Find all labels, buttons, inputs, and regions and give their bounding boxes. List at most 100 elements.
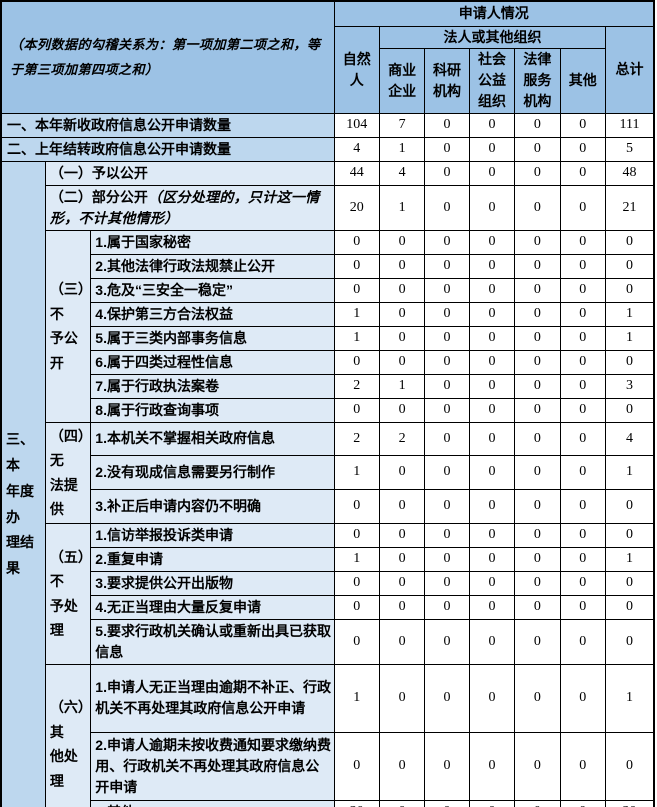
value-cell: 44: [333, 160, 380, 186]
value-cell: 0: [514, 570, 561, 596]
value-cell: 4: [604, 421, 655, 457]
value-cell: 0: [468, 160, 516, 186]
value-cell: 0: [468, 421, 516, 457]
value-cell: 0: [468, 112, 516, 138]
value-cell: 0: [378, 488, 426, 524]
row-label-enforcement-files: 7.属于行政执法案卷: [90, 373, 335, 399]
col-header-total: 总计: [604, 25, 655, 114]
value-cell: 0: [559, 594, 606, 620]
row-label-process-info: 6.属于四类过程性信息: [90, 349, 335, 375]
value-cell: 0: [468, 253, 516, 279]
value-cell: 1: [333, 546, 380, 572]
value-cell: 1: [333, 663, 380, 733]
value-cell: 0: [514, 799, 561, 807]
value-cell: 0: [424, 522, 470, 548]
value-cell: 0: [424, 253, 470, 279]
value-cell: 0: [514, 136, 561, 162]
value-cell: 4: [333, 136, 380, 162]
value-cell: 111: [604, 112, 655, 138]
value-cell: 0: [424, 112, 470, 138]
table-row: 3.补正后申请内容仍不明确 0 0 0 0 0 0 0: [1, 488, 655, 524]
value-cell: 0: [514, 522, 561, 548]
value-cell: 0: [559, 397, 606, 423]
col-header-research: 科研 机构: [424, 47, 470, 114]
value-cell: 0: [514, 253, 561, 279]
value-cell: 1: [378, 136, 426, 162]
value-cell: 0: [468, 184, 516, 231]
value-cell: 7: [378, 112, 426, 138]
row-label-other: 3.其他: [90, 799, 335, 807]
value-cell: 0: [559, 522, 606, 548]
value-cell: 1: [378, 373, 426, 399]
value-cell: 0: [559, 570, 606, 596]
row-label-state-secret: 1.属于国家秘密: [90, 229, 335, 255]
value-cell: 0: [514, 455, 561, 490]
value-cell: 0: [559, 349, 606, 375]
table-row: 3.危及“三安全一稳定” 0 0 0 0 0 0 0: [1, 277, 655, 303]
table-row: 2.没有现成信息需要另行制作 1 0 0 0 0 0 1: [1, 455, 655, 490]
col-header-social-org: 社会 公益 组织: [468, 47, 516, 114]
group-label-not-processed: （五）不 予处理: [44, 522, 92, 665]
row-label-third-party-rights: 4.保护第三方合法权益: [90, 301, 335, 327]
value-cell: 1: [333, 325, 380, 351]
value-cell: 0: [604, 397, 655, 423]
value-cell: 0: [514, 663, 561, 733]
row-label-petition-complaint: 1.信访举报投诉类申请: [90, 522, 335, 548]
col-header-business: 商业 企业: [378, 47, 426, 114]
row-label-carried-over: 二、上年结转政府信息公开申请数量: [0, 136, 335, 162]
table-row: 2.重复申请 1 0 0 0 0 0 1: [1, 546, 655, 572]
value-cell: 1: [604, 546, 655, 572]
value-cell: 0: [378, 253, 426, 279]
value-cell: 0: [559, 799, 606, 807]
value-cell: 1: [604, 301, 655, 327]
value-cell: 0: [424, 618, 470, 665]
col-header-legal-service: 法律 服务 机构: [514, 47, 561, 114]
value-cell: 0: [424, 184, 470, 231]
value-cell: 0: [604, 229, 655, 255]
row-label-new-requests: 一、本年新收政府信息公开申请数量: [0, 112, 335, 138]
value-cell: 0: [378, 663, 426, 733]
table-row: 7.属于行政执法案卷 2 1 0 0 0 0 3: [1, 373, 655, 399]
value-cell: 3: [604, 373, 655, 399]
value-cell: 0: [468, 594, 516, 620]
value-cell: 0: [559, 136, 606, 162]
value-cell: 0: [424, 663, 470, 733]
value-cell: 0: [468, 229, 516, 255]
value-cell: 0: [604, 349, 655, 375]
value-cell: 0: [468, 546, 516, 572]
table-row: 8.属于行政查询事项 0 0 0 0 0 0 0: [1, 397, 655, 423]
row-label-administrative-inquiry: 8.属于行政查询事项: [90, 397, 335, 423]
table-row: 5.要求行政机关确认或重新出具已获取信息 0 0 0 0 0 0 0: [1, 618, 655, 665]
value-cell: 0: [559, 325, 606, 351]
value-cell: 1: [604, 325, 655, 351]
value-cell: 0: [468, 301, 516, 327]
value-cell: 0: [468, 455, 516, 490]
value-cell: 0: [378, 546, 426, 572]
header-applicant-type: 申请人情况: [333, 0, 655, 27]
value-cell: 0: [604, 488, 655, 524]
value-cell: 0: [378, 570, 426, 596]
value-cell: 0: [333, 253, 380, 279]
row-label-duplicate-request: 2.重复申请: [90, 546, 335, 572]
value-cell: 0: [378, 594, 426, 620]
value-cell: 0: [559, 455, 606, 490]
col-header-natural-person: 自然 人: [333, 25, 380, 114]
value-cell: 0: [468, 731, 516, 801]
value-cell: 0: [514, 546, 561, 572]
value-cell: 0: [424, 570, 470, 596]
value-cell: 5: [604, 136, 655, 162]
value-cell: 0: [468, 522, 516, 548]
table-row: 2.申请人逾期未按收费通知要求缴纳费用、行政机关不再处理其政府信息公开申请 0 0 0…: [1, 731, 655, 801]
value-cell: 0: [468, 488, 516, 524]
row-label-granted: （一）予以公开: [44, 160, 335, 186]
row-label-prohibited-by-law: 2.其他法律行政法规禁止公开: [90, 253, 335, 279]
value-cell: 48: [604, 160, 655, 186]
value-cell: 0: [559, 277, 606, 303]
table-row: 6.属于四类过程性信息 0 0 0 0 0 0 0: [1, 349, 655, 375]
value-cell: 0: [333, 229, 380, 255]
value-cell: 1: [604, 663, 655, 733]
value-cell: 0: [468, 325, 516, 351]
value-cell: 0: [424, 160, 470, 186]
value-cell: 0: [424, 421, 470, 457]
value-cell: 0: [514, 277, 561, 303]
